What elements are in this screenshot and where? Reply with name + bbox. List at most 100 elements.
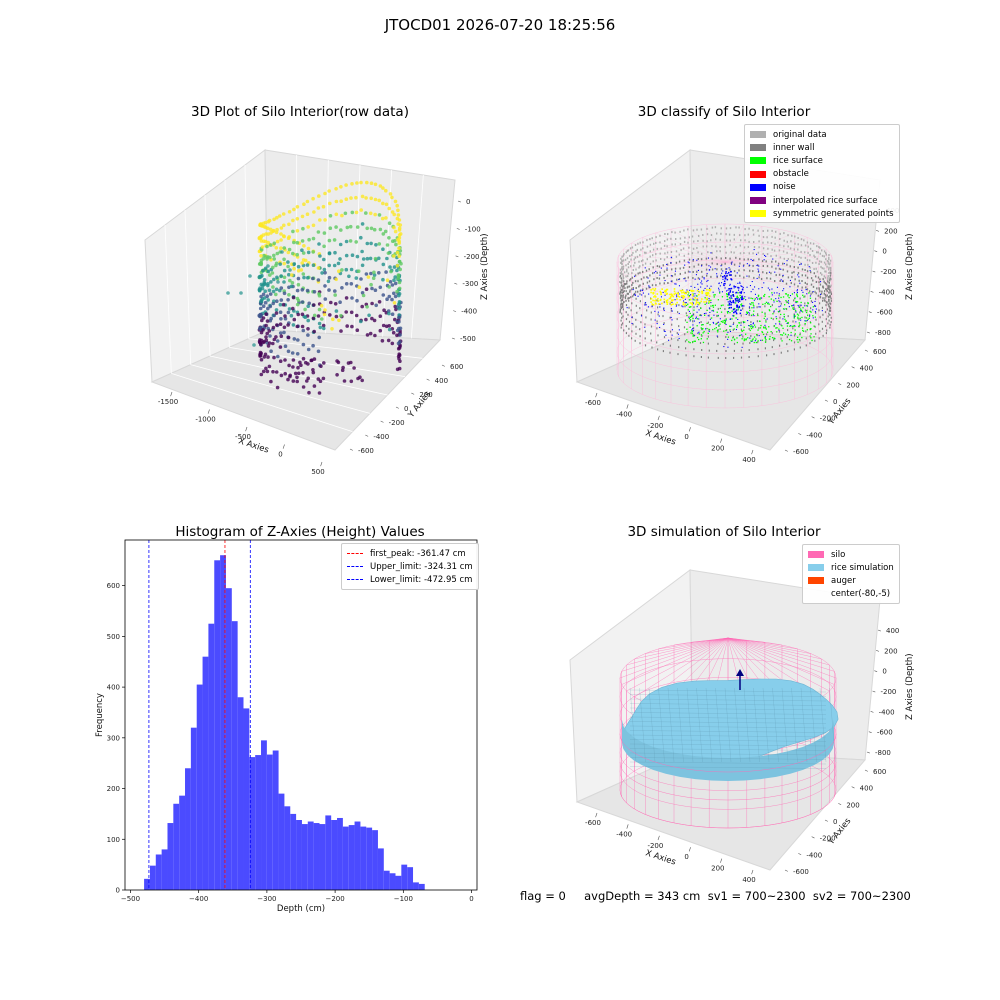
inner-wall-point xyxy=(693,313,695,316)
symmetric-point xyxy=(654,296,657,298)
raw-point xyxy=(269,379,273,384)
rice-surface-point xyxy=(715,327,717,329)
noise-point xyxy=(678,293,680,295)
rice-surface-point xyxy=(768,326,770,328)
inner-wall-point xyxy=(669,344,671,347)
silo-spoke xyxy=(724,237,808,263)
inner-wall-point xyxy=(797,266,799,269)
inner-wall-point xyxy=(827,315,829,318)
noise-point xyxy=(735,329,737,331)
noise-point xyxy=(640,289,642,291)
inner-wall-point xyxy=(642,270,644,273)
noise-point xyxy=(723,280,726,282)
rice-mesh-line xyxy=(772,687,779,763)
panel2-ytick-mark xyxy=(824,399,828,402)
noise-point xyxy=(727,331,729,333)
rice-surface-point xyxy=(691,333,693,335)
noise-point xyxy=(758,306,760,308)
panel4-xtick-mark xyxy=(595,812,598,818)
raw-point xyxy=(393,239,397,243)
inner-wall-point xyxy=(804,323,806,326)
raw-point xyxy=(317,321,322,326)
noise-point xyxy=(674,283,676,285)
rice-surface-point xyxy=(743,326,745,328)
raw-point xyxy=(291,295,296,300)
inner-wall-point xyxy=(702,239,704,242)
symmetric-point xyxy=(679,289,682,292)
symmetric-point xyxy=(664,290,666,293)
noise-point xyxy=(750,291,752,293)
raw-point xyxy=(302,202,306,206)
inner-wall-point xyxy=(829,314,831,316)
inner-wall-point xyxy=(829,307,831,309)
inner-wall-point xyxy=(733,270,736,273)
noise-point xyxy=(782,274,784,276)
symmetric-point xyxy=(706,294,708,296)
inner-wall-point xyxy=(716,349,718,352)
inner-wall-point xyxy=(774,236,776,239)
inner-wall-point xyxy=(798,318,800,321)
hist-bar xyxy=(167,823,174,890)
panel2-ytick: 0 xyxy=(833,398,837,406)
inner-wall-point xyxy=(700,258,703,261)
inner-wall-point xyxy=(800,262,802,265)
raw-point xyxy=(373,333,377,338)
rice-surface-point xyxy=(693,335,695,337)
raw-point xyxy=(397,293,401,298)
inner-wall-point xyxy=(711,251,713,254)
raw-point xyxy=(385,243,390,247)
legend-item-obstacle: obstacle xyxy=(750,168,894,181)
inner-wall-point xyxy=(630,265,632,268)
symmetric-point xyxy=(697,301,700,304)
rice-surface-point xyxy=(706,322,708,324)
raw-point xyxy=(326,279,331,284)
raw-point xyxy=(287,363,291,368)
raw-point xyxy=(259,312,263,317)
rice-surface-point xyxy=(737,306,740,309)
noise-point xyxy=(802,291,804,293)
rice-surface-point xyxy=(717,331,719,333)
raw-point xyxy=(388,192,393,196)
inner-wall-point xyxy=(664,240,666,243)
rice-surface-point xyxy=(716,311,718,313)
rice-mesh-line xyxy=(629,689,827,693)
inner-wall-point xyxy=(790,240,792,243)
inner-wall-point xyxy=(635,318,637,321)
raw-point xyxy=(332,238,337,242)
noise-point xyxy=(695,274,697,276)
raw-point xyxy=(332,263,337,268)
inner-wall-point xyxy=(629,289,631,292)
rice-mesh-line xyxy=(629,748,827,751)
symmetric-point xyxy=(689,302,692,304)
inner-wall-point xyxy=(821,249,823,252)
rice-surface-point xyxy=(714,328,716,330)
raw-point xyxy=(310,358,314,363)
rice-surface-point xyxy=(766,331,769,333)
raw-point xyxy=(286,250,291,255)
inner-wall-point xyxy=(684,277,686,280)
raw-point xyxy=(316,266,321,270)
noise-point xyxy=(708,330,710,332)
noise-point xyxy=(748,325,750,327)
inner-wall-point xyxy=(620,290,622,293)
noise-point xyxy=(723,284,725,286)
inner-wall-point xyxy=(810,271,812,274)
noise-point xyxy=(726,299,728,301)
inner-wall-point xyxy=(678,278,681,280)
raw-point xyxy=(288,278,292,283)
inner-wall-point xyxy=(688,266,691,269)
inner-wall-point xyxy=(739,257,741,260)
symmetric-point xyxy=(674,292,677,295)
noise-point xyxy=(778,329,780,331)
noise-point xyxy=(728,274,731,276)
symmetric-point xyxy=(676,301,678,304)
silo-spoke xyxy=(724,261,819,282)
raw-point xyxy=(392,291,396,296)
inner-wall-point xyxy=(761,260,764,263)
raw-point xyxy=(334,314,339,319)
inner-wall-point xyxy=(828,268,830,271)
rice-surface-point xyxy=(690,306,692,308)
inner-wall-point xyxy=(669,302,671,305)
inner-wall-point xyxy=(710,275,712,278)
